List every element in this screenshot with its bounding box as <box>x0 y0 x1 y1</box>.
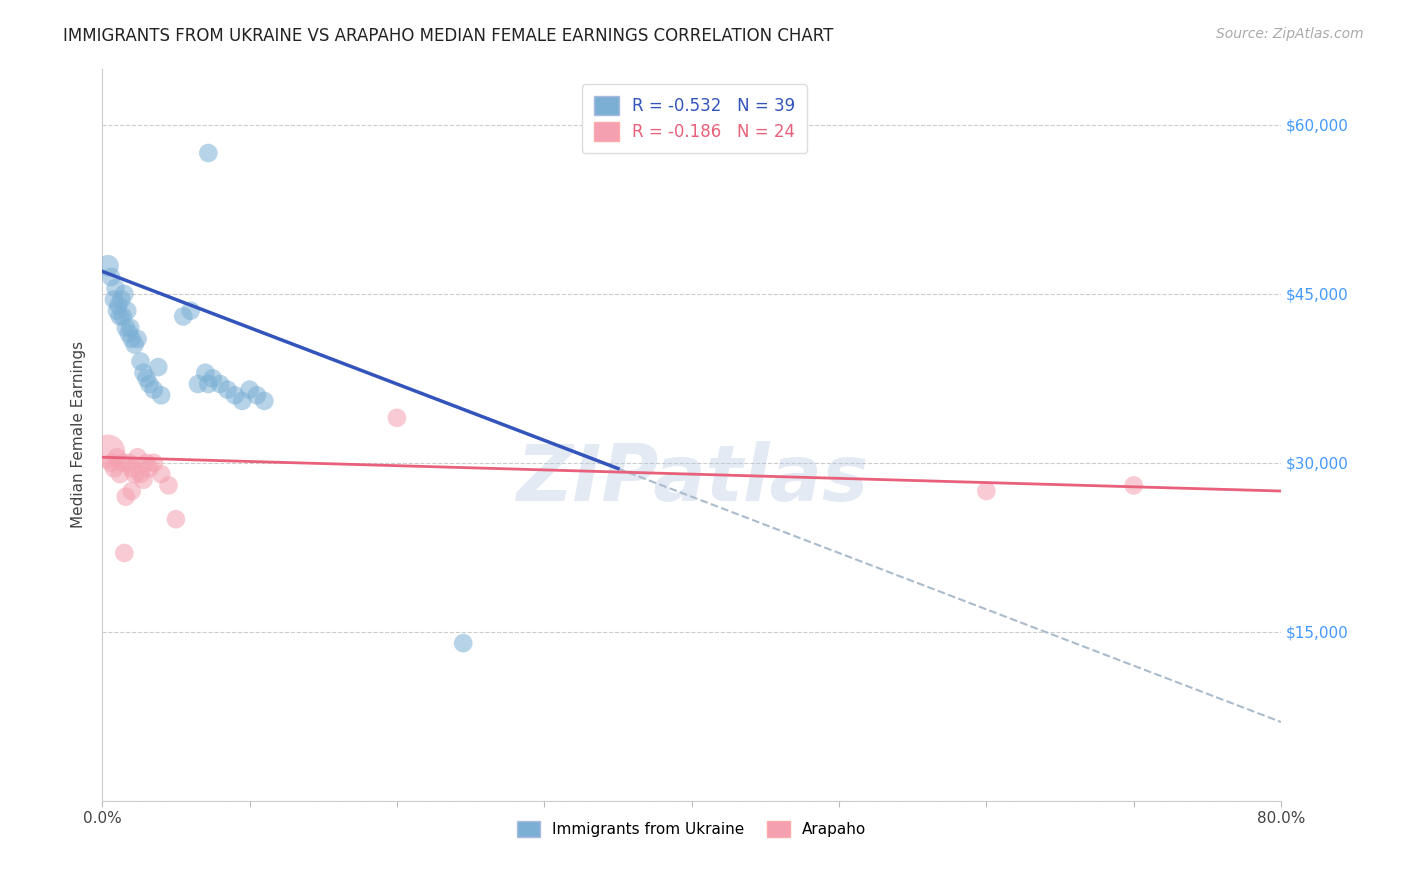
Point <box>142 456 165 470</box>
Point <box>138 461 160 475</box>
Point <box>132 366 155 380</box>
Point <box>117 303 139 318</box>
Point <box>385 410 408 425</box>
Point <box>135 456 157 470</box>
Point <box>150 467 173 482</box>
Point <box>217 383 239 397</box>
Point <box>150 388 173 402</box>
Point <box>111 310 134 324</box>
Point <box>142 383 165 397</box>
Point <box>132 473 155 487</box>
Point <box>1122 478 1144 492</box>
Point <box>246 388 269 402</box>
Point <box>129 467 152 482</box>
Point <box>108 467 131 482</box>
Point <box>105 450 128 465</box>
Point <box>165 512 187 526</box>
Point <box>124 337 146 351</box>
Point <box>127 450 149 465</box>
Point <box>197 376 219 391</box>
Point <box>239 383 262 397</box>
Point <box>253 393 276 408</box>
Point <box>105 303 128 318</box>
Y-axis label: Median Female Earnings: Median Female Earnings <box>72 341 86 528</box>
Point <box>97 444 120 458</box>
Text: ZIPatlas: ZIPatlas <box>516 441 868 516</box>
Point <box>121 483 143 498</box>
Point <box>110 293 132 307</box>
Point <box>112 546 135 560</box>
Point <box>103 293 125 307</box>
Point <box>118 456 141 470</box>
Point <box>103 461 125 475</box>
Point <box>187 376 209 391</box>
Point <box>97 259 120 273</box>
Point <box>180 303 202 318</box>
Point <box>209 376 232 391</box>
Point <box>138 376 160 391</box>
Legend: Immigrants from Ukraine, Arapaho: Immigrants from Ukraine, Arapaho <box>509 814 875 845</box>
Point <box>129 354 152 368</box>
Point <box>114 490 136 504</box>
Point <box>111 456 134 470</box>
Point <box>108 310 131 324</box>
Point <box>451 636 474 650</box>
Point <box>100 269 122 284</box>
Point <box>148 360 170 375</box>
Point <box>194 366 217 380</box>
Point <box>104 281 127 295</box>
Point <box>114 320 136 334</box>
Point <box>121 332 143 346</box>
Point <box>231 393 253 408</box>
Point <box>107 298 129 312</box>
Point <box>112 286 135 301</box>
Point <box>127 332 149 346</box>
Point <box>201 371 224 385</box>
Point <box>976 483 998 498</box>
Point <box>224 388 246 402</box>
Point <box>157 478 180 492</box>
Point <box>100 456 122 470</box>
Point <box>121 461 143 475</box>
Text: Source: ZipAtlas.com: Source: ZipAtlas.com <box>1216 27 1364 41</box>
Point <box>172 310 194 324</box>
Text: IMMIGRANTS FROM UKRAINE VS ARAPAHO MEDIAN FEMALE EARNINGS CORRELATION CHART: IMMIGRANTS FROM UKRAINE VS ARAPAHO MEDIA… <box>63 27 834 45</box>
Point <box>118 326 141 341</box>
Point <box>124 467 146 482</box>
Point <box>135 371 157 385</box>
Point <box>197 146 219 161</box>
Point <box>120 320 142 334</box>
